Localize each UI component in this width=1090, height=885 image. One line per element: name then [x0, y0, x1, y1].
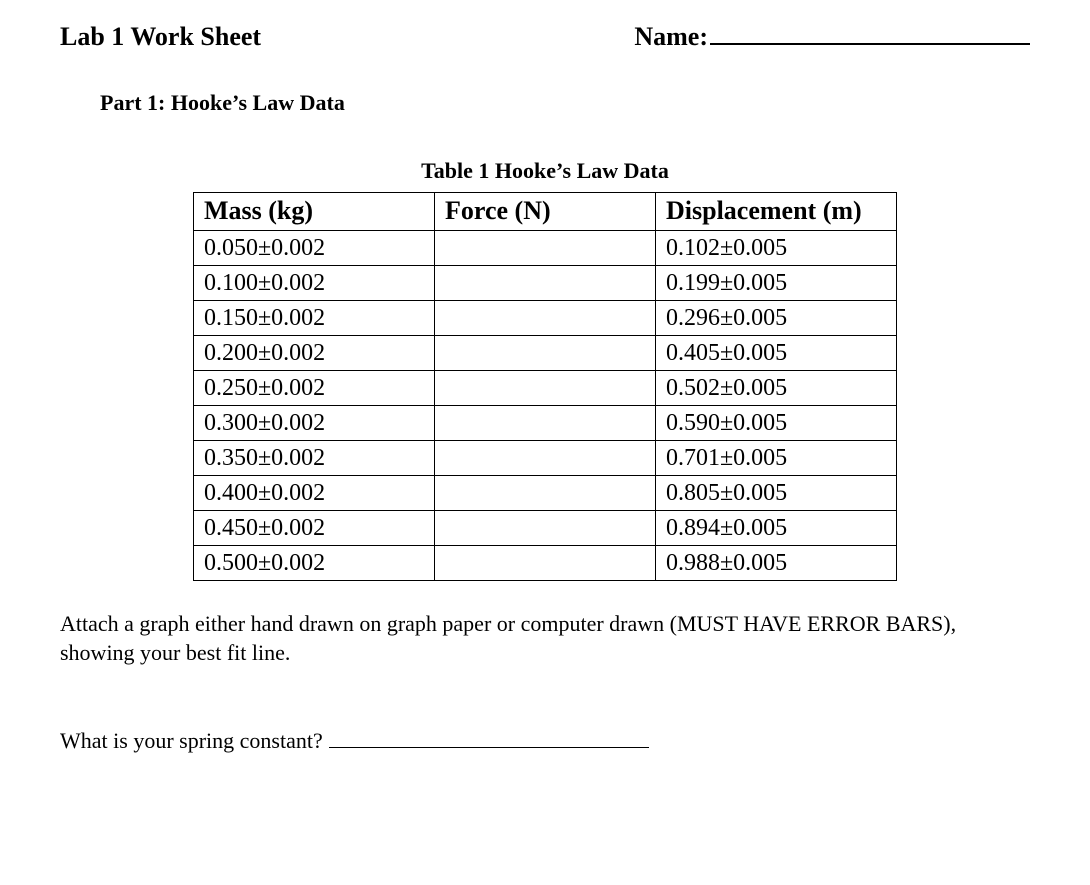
spring-constant-blank-line[interactable] — [329, 747, 649, 748]
cell-disp: 0.199±0.005 — [656, 265, 897, 300]
cell-mass: 0.050±0.002 — [194, 230, 435, 265]
cell-mass: 0.200±0.002 — [194, 335, 435, 370]
header-row: Lab 1 Work Sheet Name: — [60, 22, 1030, 52]
table-header-row: Mass (kg) Force (N) Displacement (m) — [194, 193, 897, 231]
col-header-mass: Mass (kg) — [194, 193, 435, 231]
graph-instructions: Attach a graph either hand drawn on grap… — [60, 609, 1030, 668]
table-row: 0.400±0.002 0.805±0.005 — [194, 475, 897, 510]
cell-force[interactable] — [435, 230, 656, 265]
cell-disp: 0.296±0.005 — [656, 300, 897, 335]
name-label: Name: — [634, 22, 708, 51]
cell-disp: 0.405±0.005 — [656, 335, 897, 370]
part-heading: Part 1: Hooke’s Law Data — [100, 90, 1030, 116]
cell-force[interactable] — [435, 405, 656, 440]
worksheet-page: Lab 1 Work Sheet Name: Part 1: Hooke’s L… — [0, 0, 1090, 794]
cell-mass: 0.350±0.002 — [194, 440, 435, 475]
spring-constant-question: What is your spring constant? — [60, 728, 323, 753]
cell-force[interactable] — [435, 370, 656, 405]
worksheet-title: Lab 1 Work Sheet — [60, 22, 261, 52]
cell-force[interactable] — [435, 265, 656, 300]
spring-constant-question-row: What is your spring constant? — [60, 728, 1030, 754]
cell-force[interactable] — [435, 335, 656, 370]
name-blank-line[interactable] — [710, 43, 1030, 45]
name-field: Name: — [634, 22, 1030, 52]
table-body: 0.050±0.002 0.102±0.005 0.100±0.002 0.19… — [194, 230, 897, 580]
table-caption: Table 1 Hooke’s Law Data — [60, 158, 1030, 184]
cell-disp: 0.805±0.005 — [656, 475, 897, 510]
table-row: 0.350±0.002 0.701±0.005 — [194, 440, 897, 475]
table-row: 0.050±0.002 0.102±0.005 — [194, 230, 897, 265]
table-row: 0.250±0.002 0.502±0.005 — [194, 370, 897, 405]
cell-force[interactable] — [435, 475, 656, 510]
cell-force[interactable] — [435, 510, 656, 545]
cell-mass: 0.500±0.002 — [194, 545, 435, 580]
cell-disp: 0.102±0.005 — [656, 230, 897, 265]
table-row: 0.450±0.002 0.894±0.005 — [194, 510, 897, 545]
table-row: 0.150±0.002 0.296±0.005 — [194, 300, 897, 335]
cell-mass: 0.100±0.002 — [194, 265, 435, 300]
table-row: 0.500±0.002 0.988±0.005 — [194, 545, 897, 580]
cell-disp: 0.590±0.005 — [656, 405, 897, 440]
table-row: 0.300±0.002 0.590±0.005 — [194, 405, 897, 440]
table-row: 0.100±0.002 0.199±0.005 — [194, 265, 897, 300]
cell-disp: 0.502±0.005 — [656, 370, 897, 405]
cell-disp: 0.894±0.005 — [656, 510, 897, 545]
cell-mass: 0.250±0.002 — [194, 370, 435, 405]
cell-mass: 0.450±0.002 — [194, 510, 435, 545]
cell-mass: 0.150±0.002 — [194, 300, 435, 335]
cell-disp: 0.701±0.005 — [656, 440, 897, 475]
table-row: 0.200±0.002 0.405±0.005 — [194, 335, 897, 370]
cell-mass: 0.300±0.002 — [194, 405, 435, 440]
col-header-force: Force (N) — [435, 193, 656, 231]
col-header-displacement: Displacement (m) — [656, 193, 897, 231]
cell-force[interactable] — [435, 300, 656, 335]
cell-force[interactable] — [435, 440, 656, 475]
hookes-law-table: Mass (kg) Force (N) Displacement (m) 0.0… — [193, 192, 897, 581]
cell-mass: 0.400±0.002 — [194, 475, 435, 510]
cell-force[interactable] — [435, 545, 656, 580]
cell-disp: 0.988±0.005 — [656, 545, 897, 580]
